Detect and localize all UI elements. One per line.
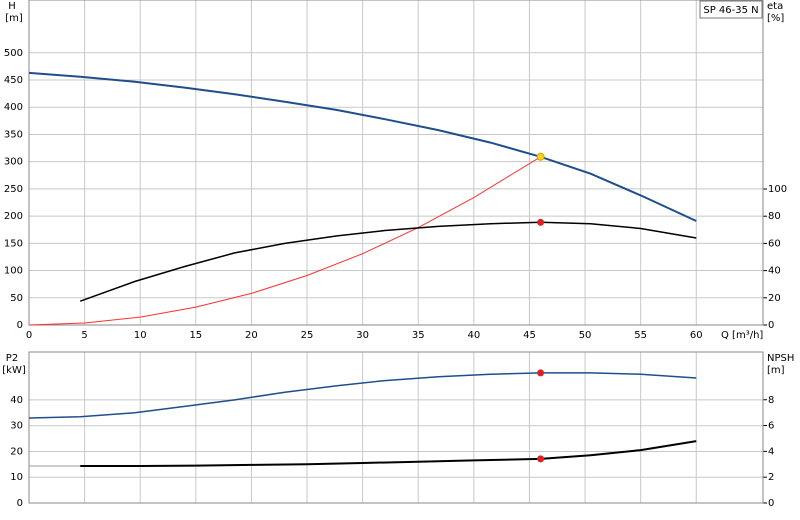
y-tick-label: 250 <box>4 184 23 195</box>
x-tick-label: 50 <box>579 330 592 341</box>
curve <box>28 71 697 222</box>
y2-tick-label: 60 <box>768 238 781 249</box>
operating-point <box>537 218 545 226</box>
y-tick-label: 0 <box>17 320 23 331</box>
y-tick-label: 30 <box>10 421 23 432</box>
curve <box>28 156 541 326</box>
y2-tick-label: 4 <box>768 446 774 457</box>
operating-point <box>537 369 545 377</box>
y-axis-label: P2 <box>6 353 18 364</box>
operating-point <box>537 455 545 463</box>
curve <box>80 440 697 467</box>
x-tick-label: 25 <box>301 330 314 341</box>
y-tick-label: 100 <box>4 266 23 277</box>
x-tick-label: 15 <box>189 330 202 341</box>
y2-tick-label: 80 <box>768 211 781 222</box>
plot-frame <box>28 351 764 504</box>
x-tick-label: 10 <box>134 330 147 341</box>
label-box <box>699 0 763 19</box>
y2-tick-label: 8 <box>768 395 774 406</box>
y2-tick-label: 20 <box>768 293 781 304</box>
y-axis-unit: [m] <box>5 13 23 24</box>
y2-tick-label: 6 <box>768 421 774 432</box>
y-tick-label: 500 <box>4 48 23 59</box>
curve <box>79 221 697 302</box>
y-tick-label: 20 <box>10 446 23 457</box>
curve <box>28 372 697 419</box>
y2-tick-label: 0 <box>768 498 774 509</box>
x-tick-label: 45 <box>523 330 536 341</box>
y-axis-label: H <box>8 1 16 12</box>
y2-axis-label: NPSH <box>767 353 794 364</box>
y2-tick-label: 40 <box>768 266 781 277</box>
y-tick-label: 300 <box>4 157 23 168</box>
x-tick-label: 40 <box>467 330 480 341</box>
y2-axis-unit: [%] <box>767 13 784 24</box>
y-tick-label: 10 <box>10 472 23 483</box>
y-tick-label: 450 <box>4 75 23 86</box>
y-axis-unit: [kW] <box>2 365 26 376</box>
x-tick-label: 20 <box>245 330 258 341</box>
y-tick-label: 200 <box>4 211 23 222</box>
x-tick-label: 30 <box>356 330 369 341</box>
y-tick-label: 400 <box>4 102 23 113</box>
x-tick-label: 55 <box>634 330 647 341</box>
x-tick-label: 5 <box>81 330 87 341</box>
y2-axis-label: eta <box>767 1 783 12</box>
y2-tick-label: 0 <box>768 320 774 331</box>
x-tick-label: 60 <box>690 330 703 341</box>
x-axis-label: Q [m³/h] <box>721 330 763 341</box>
x-tick-label: 0 <box>26 330 32 341</box>
y2-tick-label: 2 <box>768 472 774 483</box>
x-tick-label: 35 <box>412 330 425 341</box>
operating-point <box>536 152 545 161</box>
y-tick-label: 40 <box>10 395 23 406</box>
plot-frame <box>28 0 764 326</box>
y-tick-label: 0 <box>17 498 23 509</box>
y2-tick-label: 100 <box>768 184 787 195</box>
y-tick-label: 350 <box>4 129 23 140</box>
y-tick-label: 150 <box>4 238 23 249</box>
pump-label: SP 46-35 N <box>703 5 758 16</box>
y-tick-label: 50 <box>10 293 23 304</box>
y2-axis-unit: [m] <box>767 365 785 376</box>
